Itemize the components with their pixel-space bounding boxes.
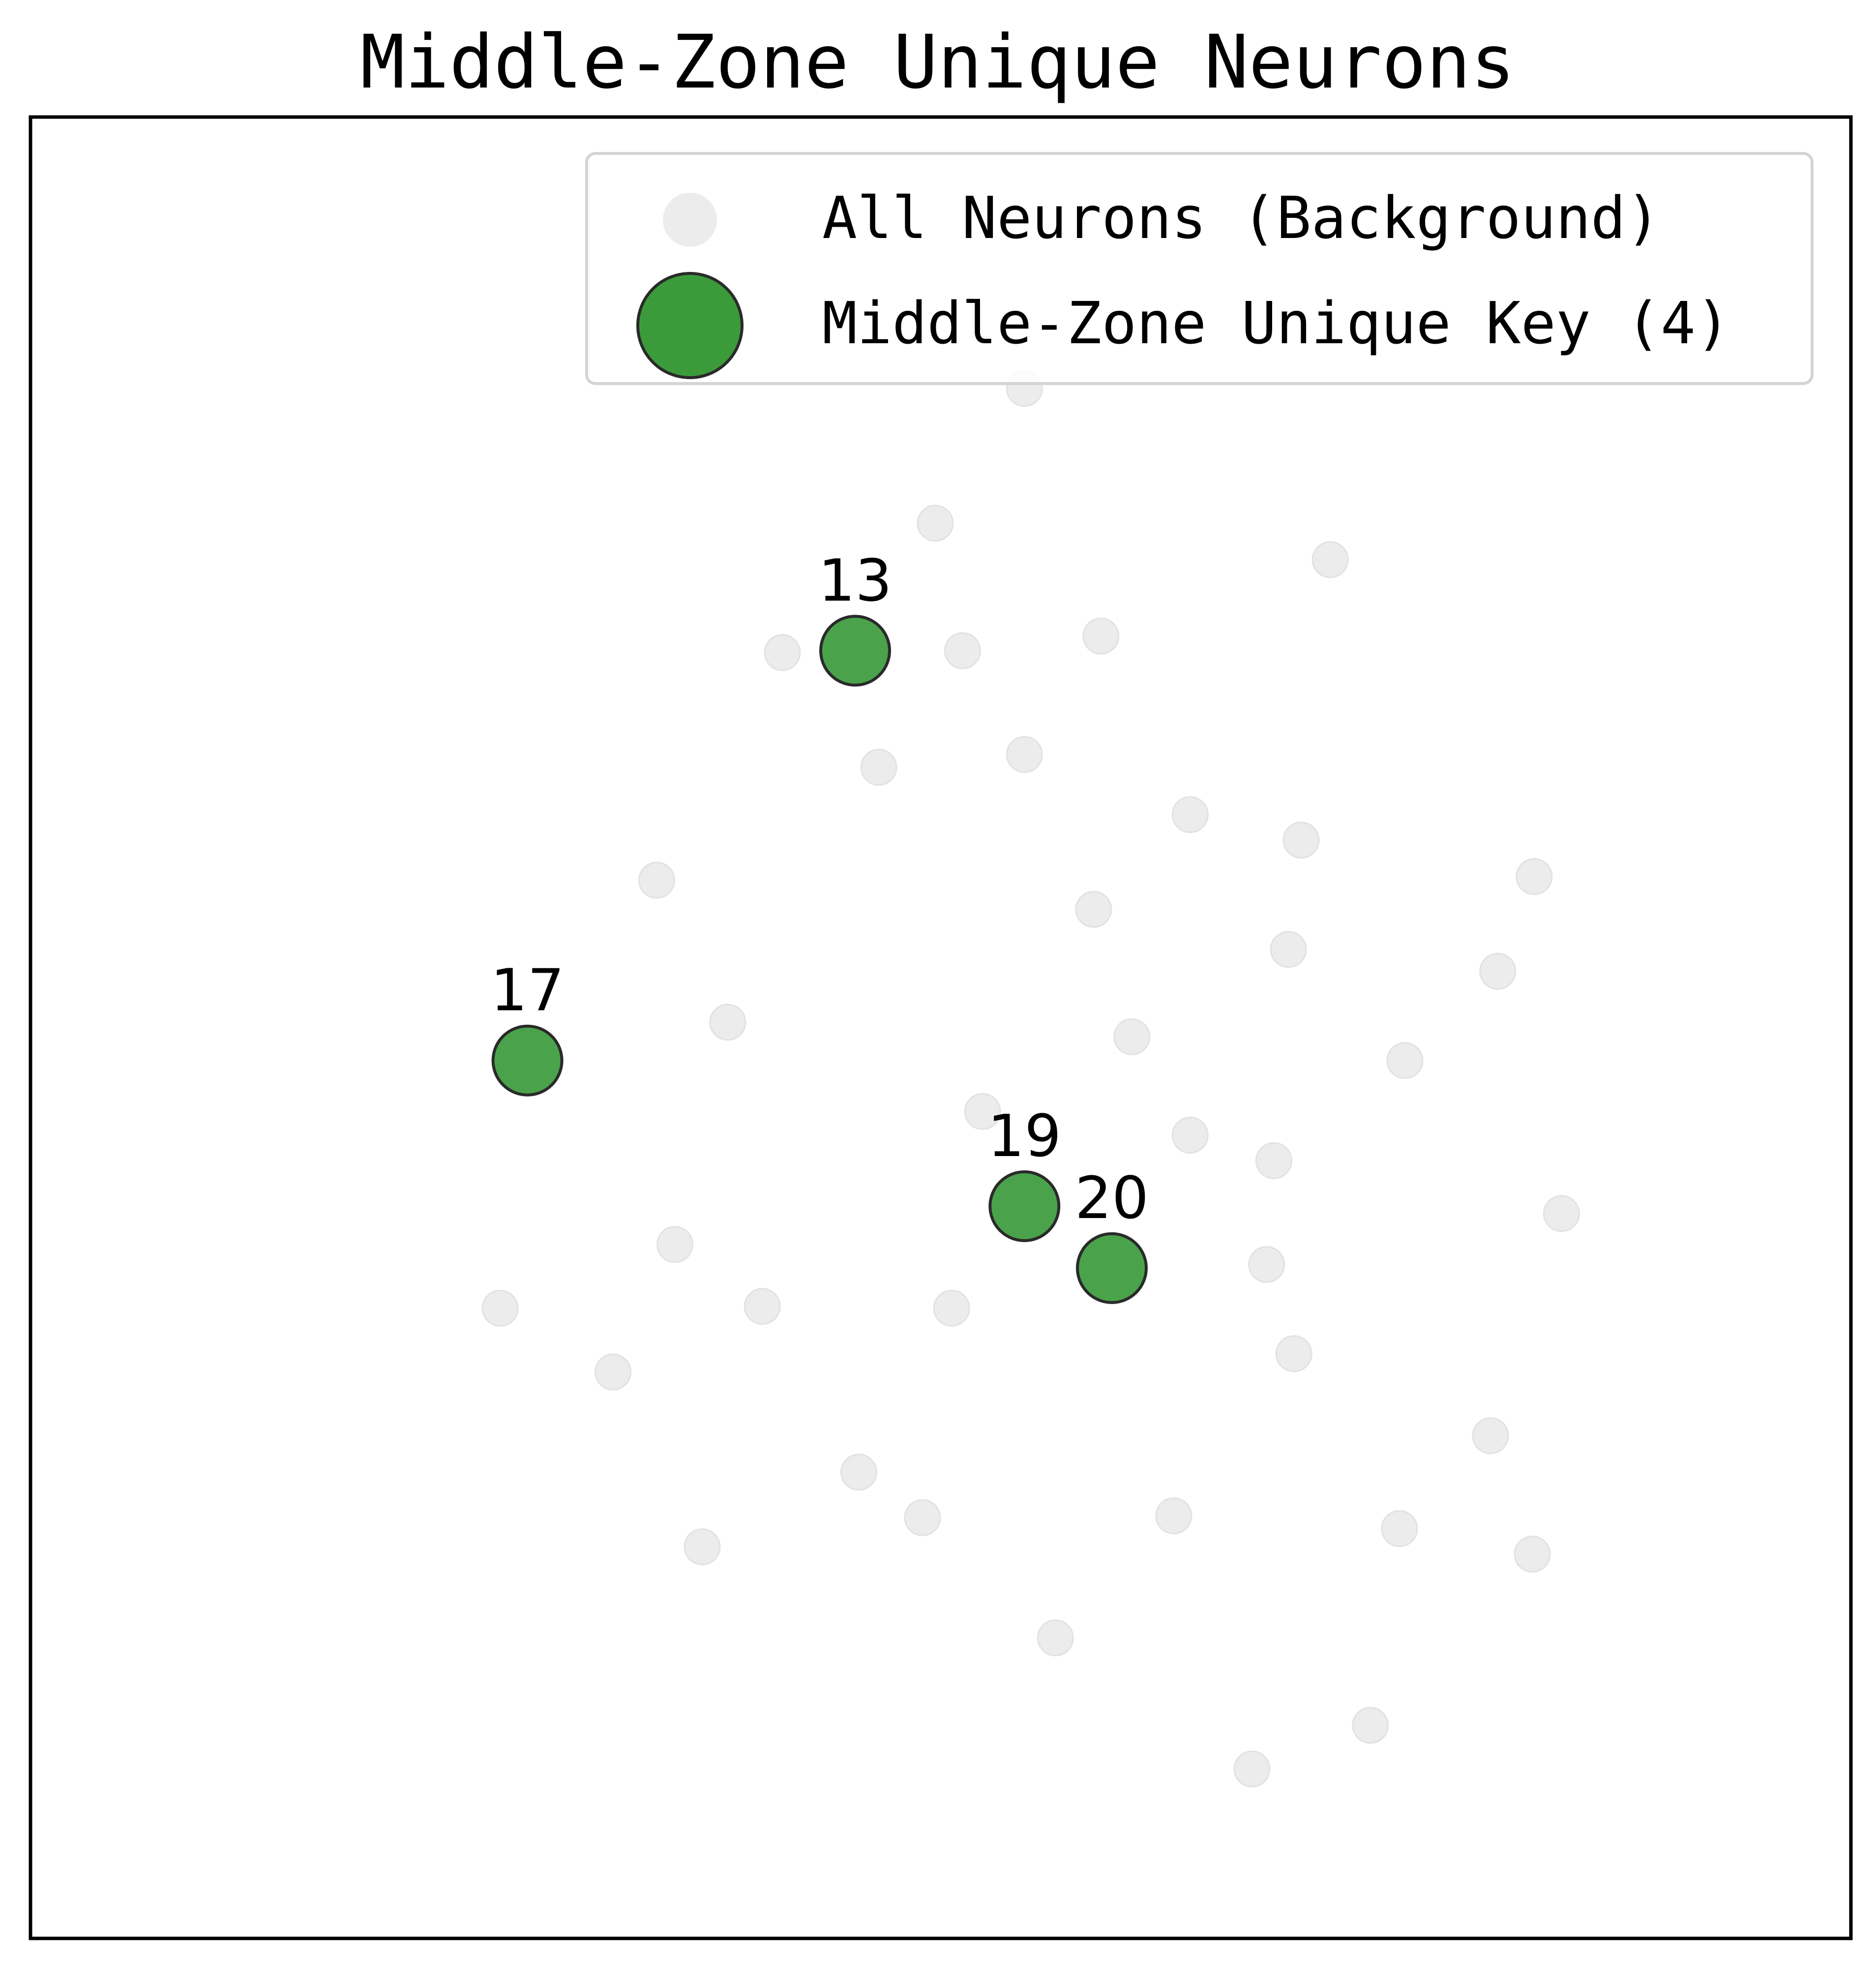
background-point-9: [1171, 796, 1209, 833]
legend-marker-background: [663, 193, 717, 247]
background-point-30: [1472, 1417, 1509, 1455]
background-point-12: [1516, 858, 1553, 895]
background-point-19: [964, 1093, 1001, 1130]
background-point-14: [1270, 931, 1307, 968]
legend: All Neurons (Background) Middle-Zone Uni…: [585, 152, 1814, 385]
background-point-11: [638, 862, 675, 899]
background-point-37: [1037, 1619, 1074, 1657]
plot-area: [29, 115, 1853, 1940]
background-point-24: [1248, 1246, 1285, 1283]
background-point-32: [904, 1499, 941, 1536]
background-point-6: [1082, 618, 1120, 655]
key-point-label-13: 13: [818, 546, 892, 614]
key-point-20: [1076, 1232, 1148, 1304]
legend-box: [585, 152, 1814, 385]
legend-marker-key: [636, 272, 744, 379]
background-point-23: [656, 1226, 693, 1263]
background-point-7: [860, 748, 897, 786]
background-point-5: [944, 632, 981, 669]
key-point-17: [491, 1024, 564, 1097]
background-point-17: [1113, 1018, 1151, 1055]
background-point-39: [1233, 1751, 1271, 1787]
background-point-27: [933, 1289, 970, 1327]
background-point-22: [1543, 1195, 1580, 1232]
key-points: [491, 615, 1148, 1304]
key-point-13: [819, 615, 891, 687]
background-point-25: [481, 1289, 519, 1327]
background-point-8: [1006, 736, 1043, 773]
background-point-16: [709, 1004, 746, 1041]
background-point-10: [1282, 822, 1320, 859]
background-point-4: [764, 634, 801, 671]
chart-title: Middle-Zone Unique Neurons: [360, 20, 1515, 105]
background-point-36: [684, 1528, 721, 1566]
background-point-2: [917, 505, 954, 542]
key-point-label-20: 20: [1075, 1164, 1149, 1232]
background-point-29: [1275, 1335, 1312, 1372]
background-point-34: [1381, 1510, 1418, 1547]
background-point-13: [1075, 891, 1112, 928]
background-point-20: [1171, 1117, 1209, 1154]
key-point-19: [988, 1170, 1061, 1242]
background-point-38: [1352, 1707, 1389, 1744]
background-points: [481, 370, 1580, 1787]
background-point-15: [1479, 952, 1517, 990]
key-point-label-17: 17: [491, 956, 565, 1024]
background-point-31: [840, 1454, 877, 1491]
background-point-33: [1155, 1497, 1192, 1535]
key-point-label-19: 19: [987, 1102, 1061, 1170]
background-point-28: [595, 1353, 632, 1391]
background-point-21: [1255, 1142, 1292, 1179]
background-point-18: [1386, 1042, 1424, 1079]
legend-label-key: Middle-Zone Unique Key (4): [822, 289, 1730, 357]
background-point-26: [744, 1288, 781, 1325]
background-point-35: [1514, 1536, 1551, 1573]
background-point-3: [1311, 541, 1349, 578]
legend-label-background: All Neurons (Background): [822, 184, 1661, 252]
